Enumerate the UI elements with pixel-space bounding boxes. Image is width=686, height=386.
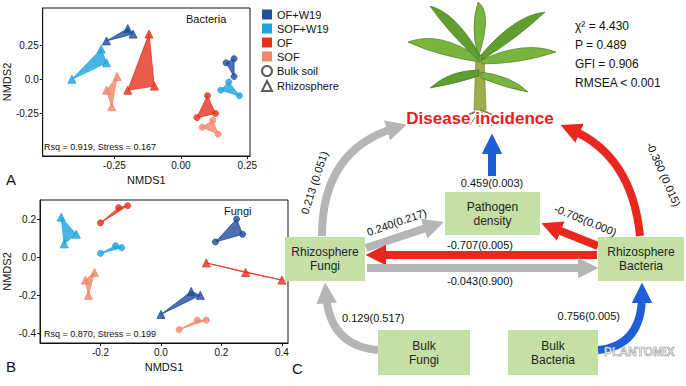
svg-text:Fungi: Fungi: [224, 205, 252, 217]
svg-text:-0.707(0.005): -0.707(0.005): [447, 239, 513, 251]
svg-text:Rhizosphere: Rhizosphere: [277, 80, 339, 92]
svg-text:0.756(0.005): 0.756(0.005): [558, 310, 620, 322]
svg-text:Pathogen: Pathogen: [467, 200, 518, 214]
svg-text:Fungi: Fungi: [310, 259, 340, 273]
svg-text:Bulk: Bulk: [541, 339, 565, 353]
svg-text:OF+W19: OF+W19: [277, 9, 321, 21]
svg-text:SOF: SOF: [277, 51, 300, 63]
svg-text:NMDS2: NMDS2: [1, 252, 13, 291]
svg-text:χ² = 4.430: χ² = 4.430: [575, 19, 629, 33]
svg-text:0.459(0.003): 0.459(0.003): [461, 177, 523, 189]
svg-text:A: A: [6, 171, 16, 188]
svg-text:0.4: 0.4: [275, 347, 289, 358]
svg-text:OF: OF: [277, 37, 293, 49]
svg-text:Rhizosphere: Rhizosphere: [607, 245, 675, 259]
svg-text:NMDS1: NMDS1: [145, 361, 184, 373]
svg-text:-0.043(0.900): -0.043(0.900): [447, 275, 513, 287]
svg-text:0.213 (0.051): 0.213 (0.051): [298, 150, 330, 216]
svg-text:-0.4: -0.4: [19, 328, 37, 339]
svg-text:Bulk: Bulk: [412, 339, 436, 353]
svg-text:0.0: 0.0: [154, 347, 168, 358]
svg-text:NMDS2: NMDS2: [1, 63, 13, 102]
svg-text:Rsq = 0.919, Stress = 0.167: Rsq = 0.919, Stress = 0.167: [44, 142, 156, 152]
svg-text:-0.360 (0.015): -0.360 (0.015): [644, 140, 683, 208]
svg-text:NMDS1: NMDS1: [127, 174, 166, 186]
svg-text:GFI = 0.906: GFI = 0.906: [575, 57, 639, 71]
svg-text:Bulk soil: Bulk soil: [277, 65, 318, 77]
svg-text:Fungi: Fungi: [409, 353, 439, 367]
svg-text:-0.705(0.000): -0.705(0.000): [553, 202, 619, 238]
svg-text:Rsq = 0.870, Stress = 0.199: Rsq = 0.870, Stress = 0.199: [44, 329, 156, 339]
svg-text:0.0: 0.0: [22, 252, 36, 263]
svg-text:-0.25: -0.25: [103, 160, 126, 171]
svg-text:0.240(0.217): 0.240(0.217): [365, 206, 428, 238]
svg-text:0.2: 0.2: [215, 347, 229, 358]
svg-text:Bacteria: Bacteria: [531, 353, 575, 367]
svg-text:-0.2: -0.2: [92, 347, 110, 358]
svg-text:Bacteria: Bacteria: [186, 13, 227, 25]
svg-text:0.25: 0.25: [238, 160, 258, 171]
svg-text:0.25: 0.25: [19, 40, 39, 51]
svg-text:0.2: 0.2: [22, 214, 36, 225]
svg-text:P = 0.489: P = 0.489: [575, 38, 627, 52]
svg-text:SOF+W19: SOF+W19: [277, 23, 329, 35]
svg-text:-0.25: -0.25: [16, 108, 39, 119]
svg-text:C: C: [292, 360, 303, 377]
svg-text:0.0: 0.0: [25, 74, 39, 85]
svg-text:0.129(0.517): 0.129(0.517): [342, 312, 404, 324]
svg-text:density: density: [473, 214, 511, 228]
svg-text:Bacteria: Bacteria: [619, 259, 663, 273]
svg-text:PLANTOMIX: PLANTOMIX: [604, 345, 674, 359]
svg-text:Disease incidence: Disease incidence: [406, 109, 553, 128]
svg-text:Rhizosphere: Rhizosphere: [291, 245, 359, 259]
svg-text:RMSEA < 0.001: RMSEA < 0.001: [575, 76, 661, 90]
svg-text:B: B: [6, 358, 16, 375]
svg-text:0.00: 0.00: [171, 160, 191, 171]
svg-text:-0.2: -0.2: [19, 290, 37, 301]
